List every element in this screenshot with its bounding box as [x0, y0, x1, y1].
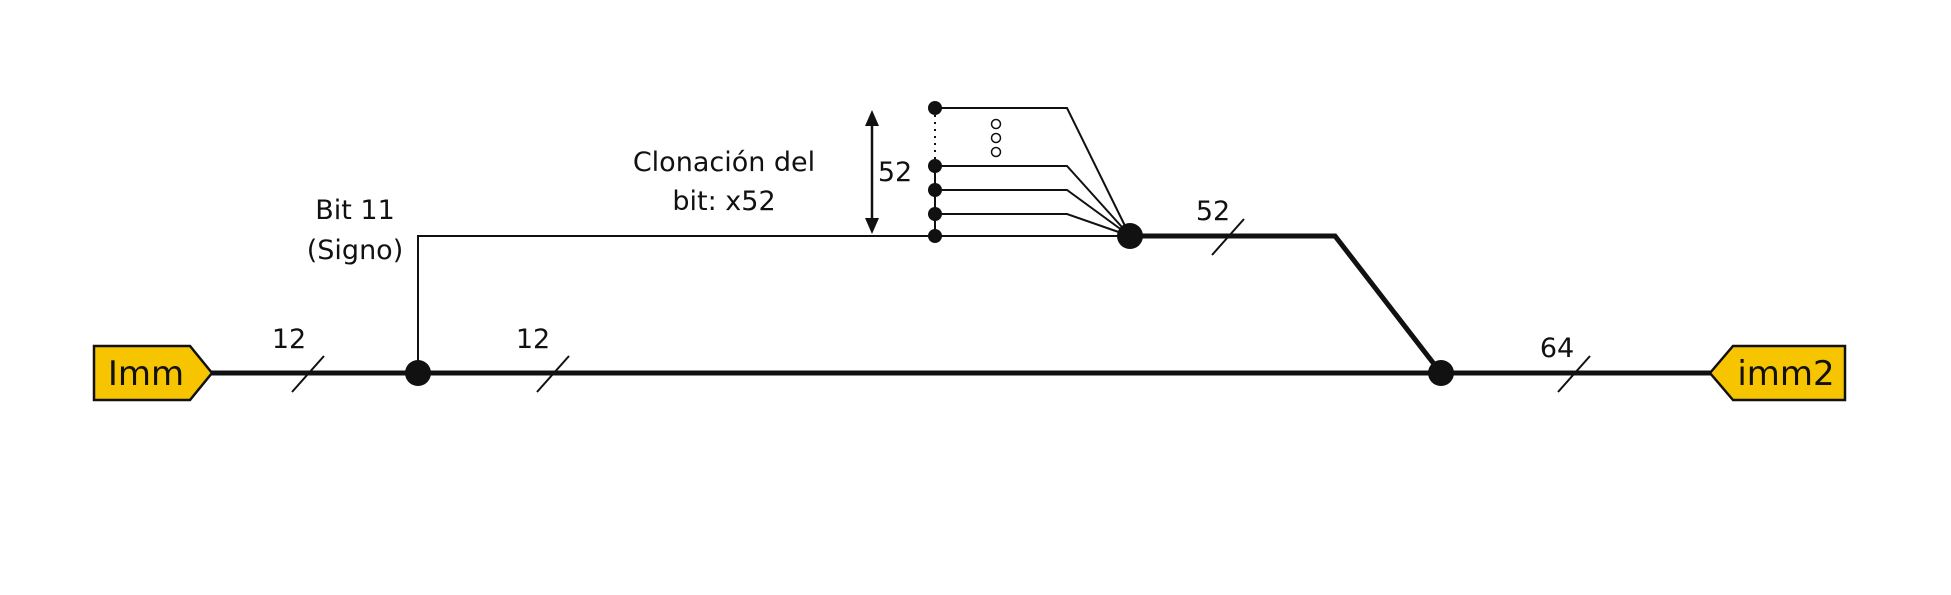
extended-bus-wire: [1130, 233, 1443, 375]
sign-bit-label-line2: (Signo): [307, 235, 403, 266]
replication-height-label: 52: [878, 157, 912, 188]
output-port-shape: [1708, 344, 1847, 402]
merge-junction-dot: [1117, 223, 1143, 249]
bit-dot-3: [928, 159, 942, 173]
output-junction-dot: [1428, 360, 1454, 386]
bit-wire-top: [935, 107, 1131, 237]
width-label-main: 12: [516, 324, 550, 355]
bit-dot-0: [928, 229, 942, 243]
clone-label-line1: Clonación del: [633, 147, 815, 178]
bus-slash-main: [536, 355, 570, 393]
output-port-label: imm2: [1737, 354, 1834, 394]
sign-bit-label-line1: Bit 11: [315, 195, 395, 226]
bit-dot-top: [928, 101, 942, 115]
ellipsis-dot-2: [990, 132, 1002, 144]
width-label-input: 12: [272, 324, 306, 355]
bus-slash-output: [1557, 355, 1591, 393]
ellipsis-dot-1: [990, 118, 1002, 130]
bit-wire-3: [935, 165, 1131, 237]
output-port: imm2: [1708, 344, 1847, 402]
replication-arrow-head-up: [865, 110, 879, 126]
width-label-extended: 52: [1196, 196, 1230, 227]
sign-bit-wire: [417, 235, 935, 373]
bit-dot-2: [928, 183, 942, 197]
ellipsis-dot-3: [990, 146, 1002, 158]
bit-dot-1: [928, 207, 942, 221]
width-label-output: 64: [1540, 333, 1574, 364]
clone-label-line2: bit: x52: [672, 186, 775, 217]
bus-slash-extended: [1211, 218, 1245, 256]
bit-wire-2: [935, 189, 1131, 237]
input-port-shape: [92, 344, 214, 402]
bit-wire-1: [935, 213, 1131, 237]
input-port-label: Imm: [108, 354, 184, 394]
input-port: Imm: [92, 344, 214, 402]
replication-arrow-head-down: [865, 218, 879, 234]
bus-slash-input: [291, 355, 325, 393]
sign-junction-dot: [405, 360, 431, 386]
